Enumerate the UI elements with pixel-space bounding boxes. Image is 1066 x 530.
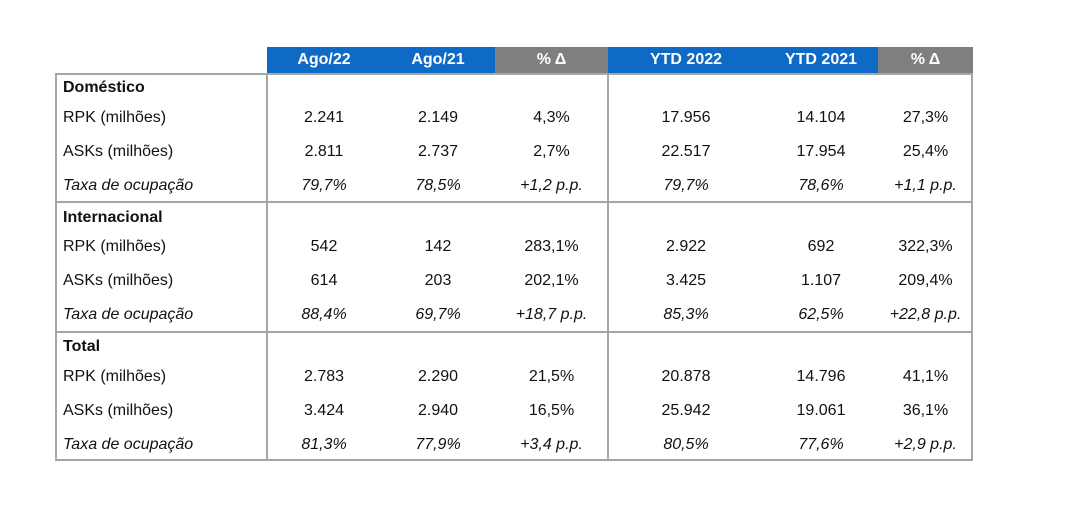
table-cell: 2.783	[303, 368, 345, 385]
table-cell: 78,5%	[415, 177, 461, 194]
table-cell: 2.940	[417, 402, 459, 419]
table-cell: +1,2 p.p.	[520, 177, 583, 194]
table-cell: 80,5%	[663, 436, 709, 453]
table-cell: 2.737	[417, 143, 459, 160]
table-cell: 36,1%	[902, 402, 949, 419]
table-cell: 142	[424, 238, 452, 255]
table-cell: 4,3%	[533, 109, 570, 126]
row-label: RPK (milhões)	[63, 368, 167, 385]
table-cell: +2,9 p.p.	[894, 436, 957, 453]
column-divider	[266, 73, 268, 461]
table-cell: 78,6%	[798, 177, 844, 194]
col-header-ago21: Ago/21	[381, 47, 495, 73]
section-divider	[55, 201, 973, 203]
row-label: RPK (milhões)	[63, 238, 167, 255]
table-cell: +3,4 p.p.	[520, 436, 583, 453]
table-cell: 77,9%	[415, 436, 461, 453]
row-label: Taxa de ocupação	[63, 177, 194, 194]
table-cell: 2.241	[303, 109, 345, 126]
table-cell: 69,7%	[415, 306, 461, 323]
table-cell: 17.956	[661, 109, 711, 126]
table-frame	[55, 73, 973, 461]
table-cell: 2.149	[417, 109, 459, 126]
table-cell: 202,1%	[524, 272, 579, 289]
table-cell: 79,7%	[663, 177, 709, 194]
table-cell: 692	[807, 238, 835, 255]
col-header-delta-ytd: % Δ	[878, 47, 973, 73]
table-cell: 25.942	[661, 402, 711, 419]
table-cell: 79,7%	[301, 177, 347, 194]
table-cell: 62,5%	[798, 306, 844, 323]
row-label: Taxa de ocupação	[63, 436, 194, 453]
row-label: ASKs (milhões)	[63, 272, 174, 289]
table-cell: 25,4%	[902, 143, 949, 160]
table-cell: 77,6%	[798, 436, 844, 453]
table-cell: 322,3%	[898, 238, 953, 255]
table-cell: 3.425	[665, 272, 707, 289]
table-cell: 1.107	[800, 272, 842, 289]
section-title-domestico: Doméstico	[63, 79, 145, 96]
table-cell: 2.811	[304, 143, 344, 160]
table-cell: 16,5%	[528, 402, 575, 419]
column-divider	[607, 73, 609, 461]
table-cell: 85,3%	[663, 306, 709, 323]
col-header-delta-month: % Δ	[495, 47, 608, 73]
table-cell: 14.796	[796, 368, 846, 385]
section-title-total: Total	[63, 338, 101, 355]
row-label: ASKs (milhões)	[63, 402, 174, 419]
table-cell: 203	[424, 272, 452, 289]
table-cell: 81,3%	[301, 436, 347, 453]
section-divider	[55, 331, 973, 333]
col-header-ytd2021: YTD 2021	[764, 47, 878, 73]
col-header-ago22: Ago/22	[267, 47, 381, 73]
table-cell: +22,8 p.p.	[889, 306, 962, 323]
table-cell: 88,4%	[301, 306, 347, 323]
table-cell: 2.922	[665, 238, 707, 255]
row-label: ASKs (milhões)	[63, 143, 174, 160]
table-cell: 2.290	[417, 368, 459, 385]
row-label: Taxa de ocupação	[63, 306, 194, 323]
table-cell: 542	[310, 238, 338, 255]
table-cell: 21,5%	[528, 368, 575, 385]
table-cell: +1,1 p.p.	[894, 177, 957, 194]
table-cell: 41,1%	[902, 368, 949, 385]
col-header-ytd2022: YTD 2022	[608, 47, 764, 73]
table-cell: 22.517	[661, 143, 711, 160]
table-cell: 17.954	[796, 143, 846, 160]
section-title-internacional: Internacional	[63, 209, 163, 226]
table-cell: 3.424	[303, 402, 345, 419]
table-cell: +18,7 p.p.	[515, 306, 588, 323]
table-cell: 209,4%	[898, 272, 953, 289]
table-cell: 27,3%	[902, 109, 949, 126]
table-cell: 2,7%	[533, 143, 570, 160]
table-cell: 20.878	[661, 368, 711, 385]
table-cell: 614	[310, 272, 338, 289]
row-label: RPK (milhões)	[63, 109, 167, 126]
table-cell: 19.061	[796, 402, 846, 419]
table-cell: 283,1%	[524, 238, 579, 255]
table-cell: 14.104	[796, 109, 846, 126]
